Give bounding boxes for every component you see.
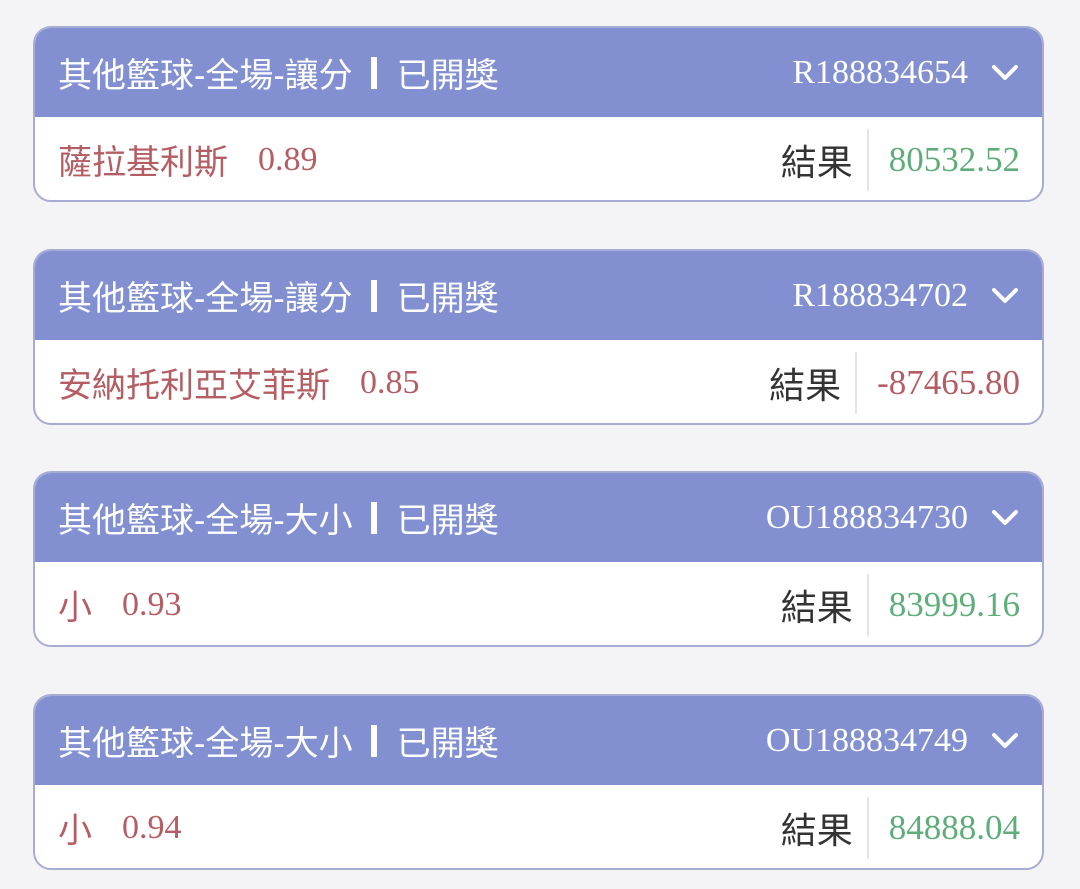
bet-card: 其他籃球-全場-大小 已開獎 OU188834730 小 0.93 結果 839…: [33, 471, 1044, 647]
bet-status: 已開獎: [396, 280, 499, 318]
bet-card-body: 小 0.94 結果 84888.04: [35, 785, 1042, 868]
bet-card: 其他籃球-全場-大小 已開獎 OU188834749 小 0.94 結果 848…: [33, 694, 1044, 870]
chevron-down-icon[interactable]: [990, 726, 1020, 756]
bet-card-body: 小 0.93 結果 83999.16: [35, 562, 1042, 645]
bet-card-header[interactable]: 其他籃球-全場-大小 已開獎 OU188834730: [35, 473, 1042, 562]
chevron-down-icon[interactable]: [990, 58, 1020, 88]
result-label: 結果: [780, 586, 853, 628]
divider: [866, 573, 869, 636]
result-label: 結果: [769, 364, 842, 406]
bet-status: 已開獎: [396, 57, 499, 95]
bet-card-header[interactable]: 其他籃球-全場-讓分 已開獎 R188834654: [35, 28, 1042, 117]
separator-bar: [370, 724, 377, 757]
bet-title: 其他籃球-全場-大小: [58, 502, 353, 540]
chevron-down-icon[interactable]: [990, 503, 1020, 533]
divider: [855, 351, 858, 414]
bet-card-body: 薩拉基利斯 0.89 結果 80532.52: [35, 117, 1042, 200]
result-label: 結果: [780, 809, 853, 851]
bet-id: OU188834730: [765, 498, 968, 536]
bet-card: 其他籃球-全場-讓分 已開獎 R188834654 薩拉基利斯 0.89 結果 …: [33, 26, 1044, 202]
bet-status: 已開獎: [396, 502, 499, 540]
bet-status: 已開獎: [396, 725, 499, 763]
divider: [866, 796, 869, 859]
divider: [866, 128, 869, 191]
separator-bar: [370, 501, 377, 534]
result-label: 結果: [780, 141, 853, 183]
bet-title: 其他籃球-全場-讓分: [58, 280, 353, 318]
bet-odds: 0.89: [258, 140, 318, 178]
result-amount: 80532.52: [888, 139, 1020, 179]
result-amount: 83999.16: [888, 584, 1020, 624]
bet-id: OU188834749: [765, 721, 968, 759]
bet-pick: 安納托利亞艾菲斯: [58, 367, 330, 405]
bet-pick: 小: [58, 589, 92, 627]
result-amount: -87465.80: [877, 362, 1020, 402]
bet-card-body: 安納托利亞艾菲斯 0.85 結果 -87465.80: [35, 340, 1042, 423]
bet-odds: 0.85: [360, 363, 420, 401]
bet-card-header[interactable]: 其他籃球-全場-讓分 已開獎 R188834702: [35, 251, 1042, 340]
separator-bar: [370, 56, 377, 89]
bet-pick: 薩拉基利斯: [58, 144, 228, 182]
bet-title: 其他籃球-全場-讓分: [58, 57, 353, 95]
result-amount: 84888.04: [888, 807, 1020, 847]
bet-id: R188834654: [792, 53, 968, 91]
bet-odds: 0.93: [122, 585, 182, 623]
bet-pick: 小: [58, 812, 92, 850]
chevron-down-icon[interactable]: [990, 281, 1020, 311]
bet-id: R188834702: [792, 276, 968, 314]
separator-bar: [370, 279, 377, 312]
bet-card-header[interactable]: 其他籃球-全場-大小 已開獎 OU188834749: [35, 696, 1042, 785]
bet-odds: 0.94: [122, 808, 182, 846]
bet-title: 其他籃球-全場-大小: [58, 725, 353, 763]
bet-card: 其他籃球-全場-讓分 已開獎 R188834702 安納托利亞艾菲斯 0.85 …: [33, 249, 1044, 425]
